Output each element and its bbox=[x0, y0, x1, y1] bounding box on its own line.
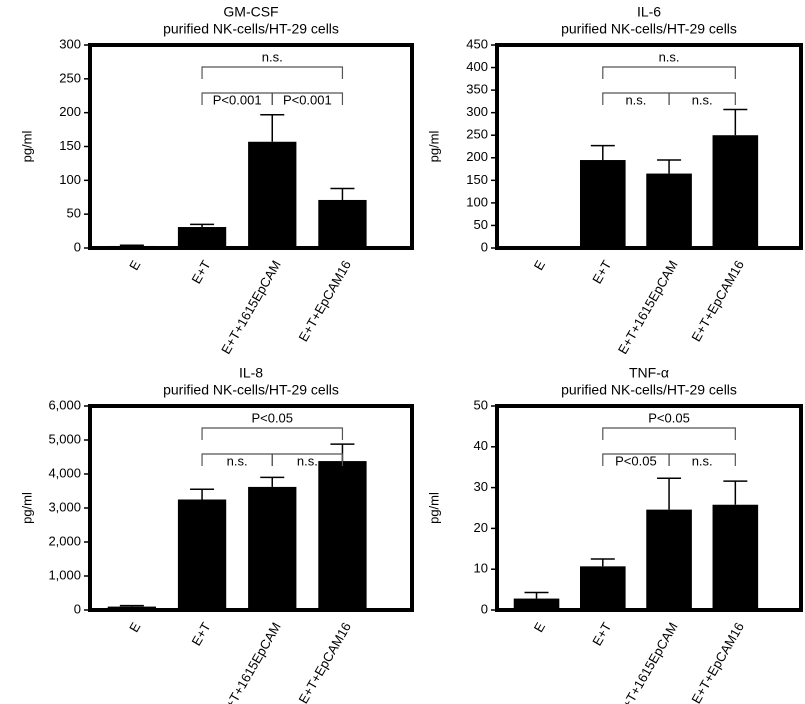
y-tick-label: 400 bbox=[466, 59, 488, 74]
bar bbox=[646, 509, 692, 610]
significance-label: n.s. bbox=[659, 49, 680, 64]
x-tick-label: E+T+EpCAM16 bbox=[296, 258, 355, 344]
bar bbox=[712, 135, 759, 248]
y-tick-label: 250 bbox=[466, 127, 488, 142]
y-tick-label: 2,000 bbox=[48, 533, 81, 548]
y-axis-label: pg/ml bbox=[19, 130, 34, 162]
y-tick-label: 100 bbox=[466, 194, 488, 209]
y-tick-label: 40 bbox=[474, 438, 488, 453]
bar bbox=[646, 173, 692, 248]
chart-title: TNF-α bbox=[629, 365, 669, 381]
significance-bracket bbox=[201, 66, 344, 79]
chart-title: IL-6 bbox=[637, 4, 661, 20]
y-tick-label: 0 bbox=[481, 601, 488, 616]
y-tick-label: 150 bbox=[466, 172, 488, 187]
significance-label: n.s. bbox=[262, 49, 283, 64]
bar bbox=[177, 499, 227, 610]
y-tick-label: 6,000 bbox=[48, 397, 81, 412]
plot-frame bbox=[88, 43, 414, 250]
y-axis-label: pg/ml bbox=[426, 130, 441, 162]
y-tick-label: 50 bbox=[474, 217, 488, 232]
y-tick-label: 200 bbox=[466, 149, 488, 164]
x-tick-label: E+T bbox=[589, 258, 614, 287]
chart-subtitle: purified NK-cells/HT-29 cells bbox=[163, 382, 339, 398]
bar bbox=[579, 566, 626, 610]
bar bbox=[513, 598, 560, 610]
x-tick-label: E+T+1615EpCAM bbox=[615, 620, 681, 704]
significance-bracket bbox=[602, 66, 736, 79]
y-tick-label: 150 bbox=[59, 138, 81, 153]
bar bbox=[248, 486, 297, 610]
significance-bracket bbox=[668, 453, 736, 466]
y-tick-label: 300 bbox=[59, 36, 81, 51]
bar bbox=[318, 461, 367, 610]
x-tick-label: E+T bbox=[189, 620, 214, 649]
significance-bracket bbox=[602, 427, 736, 440]
chart-title: IL-8 bbox=[239, 365, 263, 381]
plot-frame bbox=[495, 404, 803, 612]
chart-subtitle: purified NK-cells/HT-29 cells bbox=[561, 21, 737, 37]
y-tick-label: 1,000 bbox=[48, 567, 81, 582]
significance-label: P<0.05 bbox=[648, 410, 690, 425]
chart-subtitle: purified NK-cells/HT-29 cells bbox=[561, 382, 737, 398]
y-tick-label: 30 bbox=[474, 479, 488, 494]
y-tick-label: 10 bbox=[474, 561, 488, 576]
chart-subtitle: purified NK-cells/HT-29 cells bbox=[163, 21, 339, 37]
significance-label: n.s. bbox=[625, 92, 646, 107]
x-tick-label: E+T+EpCAM16 bbox=[688, 258, 747, 344]
bar bbox=[712, 504, 759, 610]
x-tick-label: E bbox=[126, 257, 143, 272]
x-tick-label: E+T bbox=[189, 258, 214, 287]
significance-label: P<0.001 bbox=[283, 92, 332, 107]
y-tick-label: 0 bbox=[74, 601, 81, 616]
x-tick-label: E+T bbox=[589, 620, 614, 649]
significance-bracket bbox=[271, 92, 344, 105]
plot-frame bbox=[88, 404, 414, 612]
y-tick-label: 4,000 bbox=[48, 465, 81, 480]
x-tick-label: E+T+1615EpCAM bbox=[615, 258, 681, 357]
y-tick-label: 300 bbox=[466, 104, 488, 119]
significance-label: n.s. bbox=[227, 453, 248, 468]
y-tick-label: 5,000 bbox=[48, 431, 81, 446]
bar bbox=[177, 227, 227, 248]
significance-label: n.s. bbox=[692, 453, 713, 468]
x-tick-label: E+T+1615EpCAM bbox=[218, 258, 284, 357]
y-tick-label: 50 bbox=[474, 397, 488, 412]
significance-bracket bbox=[271, 453, 344, 466]
significance-label: P<0.05 bbox=[615, 453, 657, 468]
significance-label: P<0.05 bbox=[251, 410, 293, 425]
y-axis-label: pg/ml bbox=[19, 492, 34, 524]
y-tick-label: 3,000 bbox=[48, 499, 81, 514]
plot-frame bbox=[495, 43, 803, 250]
y-tick-label: 0 bbox=[481, 239, 488, 254]
significance-bracket bbox=[668, 92, 736, 105]
significance-label: P<0.001 bbox=[213, 92, 262, 107]
y-tick-label: 250 bbox=[59, 70, 81, 85]
chart-title: GM-CSF bbox=[223, 4, 278, 20]
y-tick-label: 350 bbox=[466, 82, 488, 97]
y-tick-label: 20 bbox=[474, 520, 488, 535]
x-tick-label: E bbox=[531, 257, 548, 272]
y-tick-label: 200 bbox=[59, 104, 81, 119]
x-tick-label: E bbox=[126, 619, 143, 634]
x-tick-label: E+T+EpCAM16 bbox=[296, 620, 355, 704]
x-tick-label: E+T+EpCAM16 bbox=[688, 620, 747, 704]
bar bbox=[318, 199, 367, 248]
significance-label: n.s. bbox=[297, 453, 318, 468]
y-tick-label: 450 bbox=[466, 36, 488, 51]
y-tick-label: 50 bbox=[67, 206, 81, 221]
significance-label: n.s. bbox=[692, 92, 713, 107]
bar bbox=[579, 160, 626, 248]
y-tick-label: 0 bbox=[74, 239, 81, 254]
y-axis-label: pg/ml bbox=[426, 492, 441, 524]
x-tick-label: E bbox=[531, 619, 548, 634]
y-tick-label: 100 bbox=[59, 172, 81, 187]
significance-bracket bbox=[201, 427, 344, 440]
x-tick-label: E+T+1615EpCAM bbox=[218, 620, 284, 704]
bar bbox=[248, 141, 297, 248]
